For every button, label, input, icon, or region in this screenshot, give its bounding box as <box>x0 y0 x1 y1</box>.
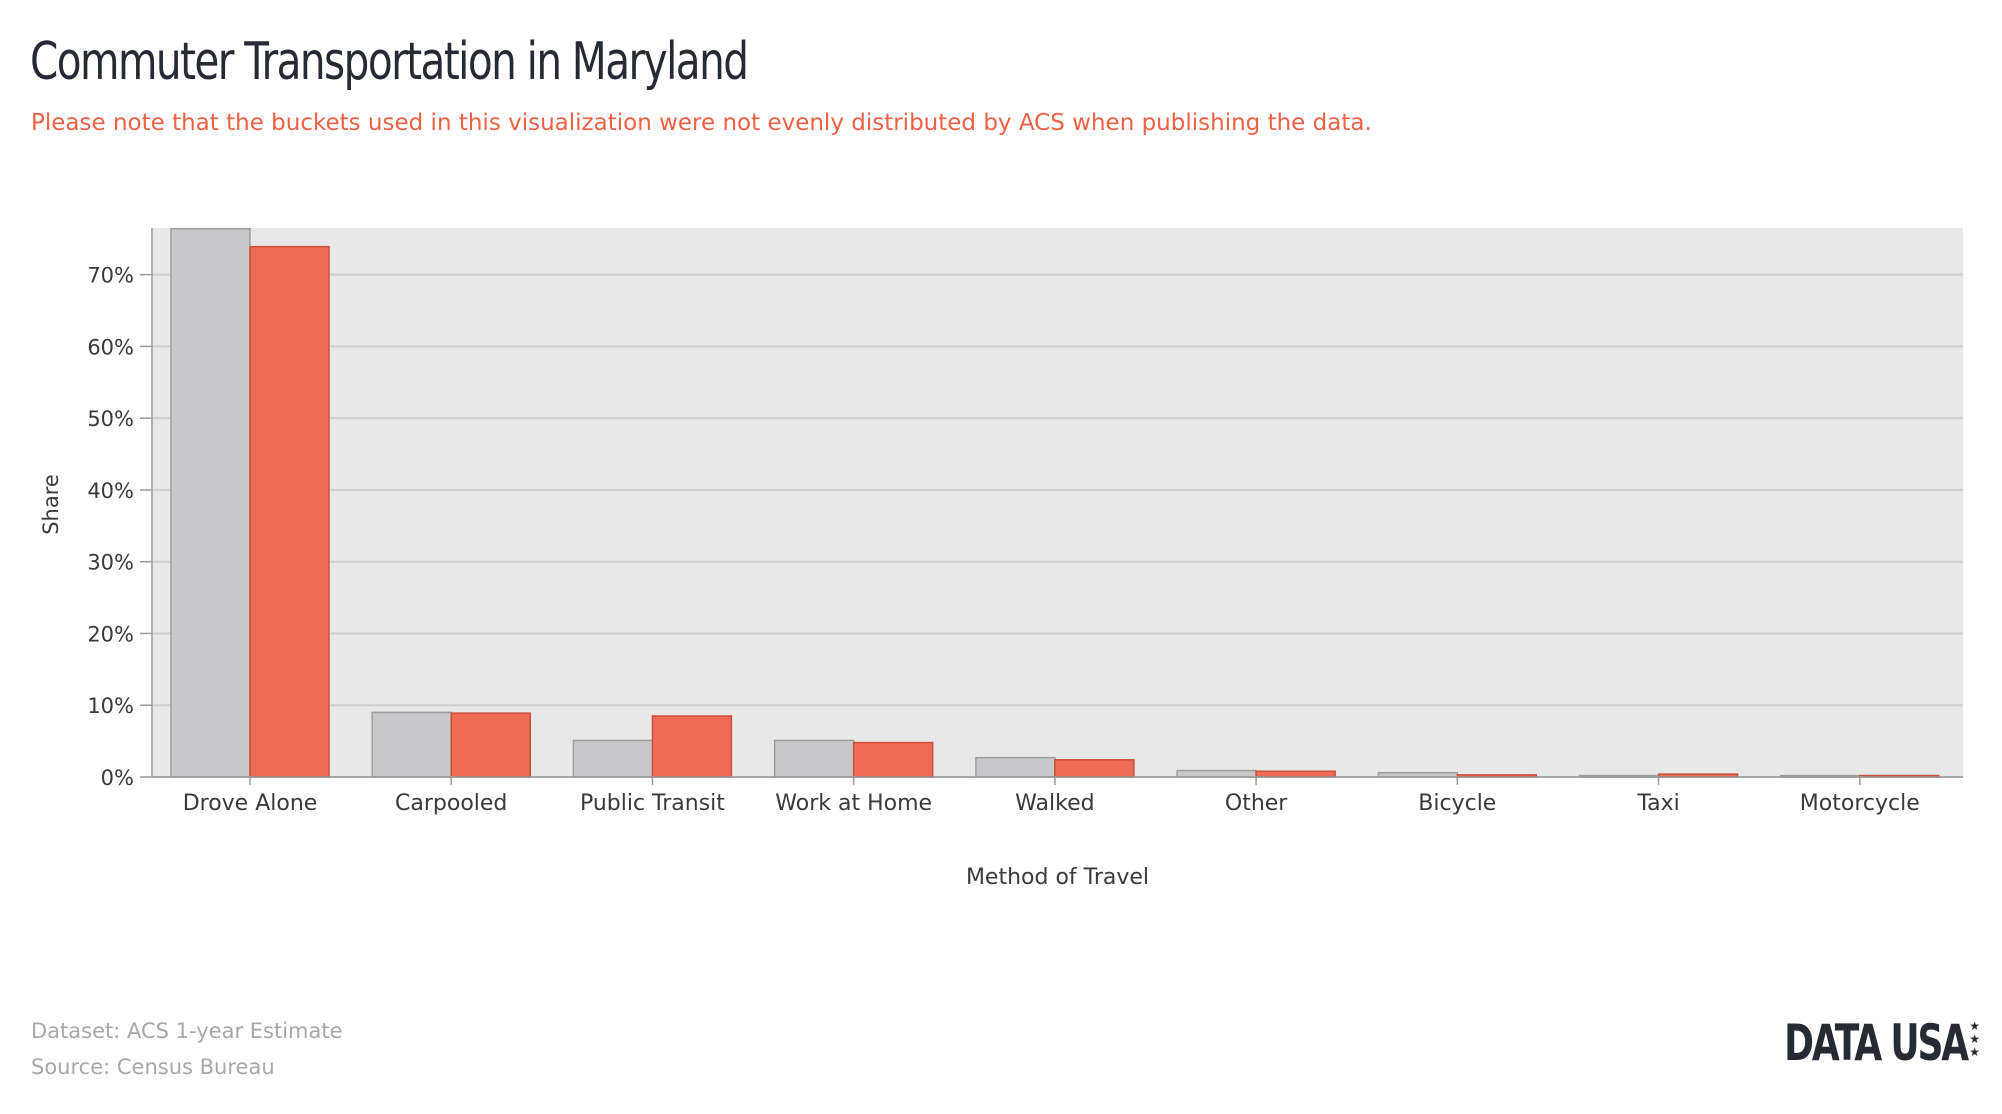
y-tick-label: 30% <box>87 551 134 575</box>
bar-orange <box>1255 770 1336 778</box>
y-tick-label: 70% <box>87 264 134 288</box>
bar-gray <box>975 756 1056 778</box>
y-tick-label: 0% <box>101 766 134 790</box>
y-tick-label: 10% <box>87 694 134 718</box>
bar-orange <box>1054 759 1135 778</box>
plot-background <box>152 228 1963 777</box>
x-tick-label: Motorcycle <box>1800 791 1920 816</box>
bar-gray <box>371 711 452 778</box>
bar-orange <box>651 715 733 778</box>
x-tick-label: Work at Home <box>775 791 932 816</box>
x-tick-label: Walked <box>1015 791 1094 816</box>
x-tick-label: Public Transit <box>580 791 725 816</box>
bar-chart: 0% 10% 20% 30% 40% 50% 60% 70% Drove Alone Carpoo… <box>39 227 1963 890</box>
y-axis-title: Share <box>39 474 63 535</box>
y-tick-label: 20% <box>87 622 134 646</box>
bar-orange <box>249 245 330 778</box>
x-tick-label: Other <box>1225 791 1288 816</box>
x-tick-label: Bicycle <box>1418 791 1496 816</box>
x-tick-label: Taxi <box>1636 791 1679 816</box>
star-icon: ★ ★ ★ <box>1969 1020 1980 1059</box>
logo-star: ★ <box>1969 1045 1980 1059</box>
data-usa-logo[interactable]: DATA USA ★ ★ ★ <box>1713 1018 1980 1068</box>
x-tick-label: Drove Alone <box>183 791 318 816</box>
bar-orange <box>450 712 531 778</box>
x-tick-label: Carpooled <box>395 791 507 816</box>
chart-title: Commuter Transportation in Maryland <box>30 32 749 92</box>
y-tick-label: 60% <box>87 335 134 359</box>
logo-text: DATA USA <box>1784 1014 1969 1072</box>
logo-star: ★ <box>1969 1019 1980 1033</box>
y-tick-label: 50% <box>87 407 134 431</box>
bar-gray <box>773 739 855 778</box>
dataset-note: Dataset: ACS 1-year Estimate <box>31 1019 343 1043</box>
x-axis-title: Method of Travel <box>966 865 1149 890</box>
bar-orange <box>852 741 934 778</box>
bar-gray <box>572 739 654 778</box>
bar-gray <box>170 227 251 778</box>
logo-star: ★ <box>1969 1032 1980 1046</box>
source-note: Source: Census Bureau <box>31 1055 275 1079</box>
bar-gray <box>1176 769 1257 778</box>
chart-subtitle: Please note that the buckets used in thi… <box>31 110 1372 136</box>
y-tick-label: 40% <box>87 479 134 503</box>
